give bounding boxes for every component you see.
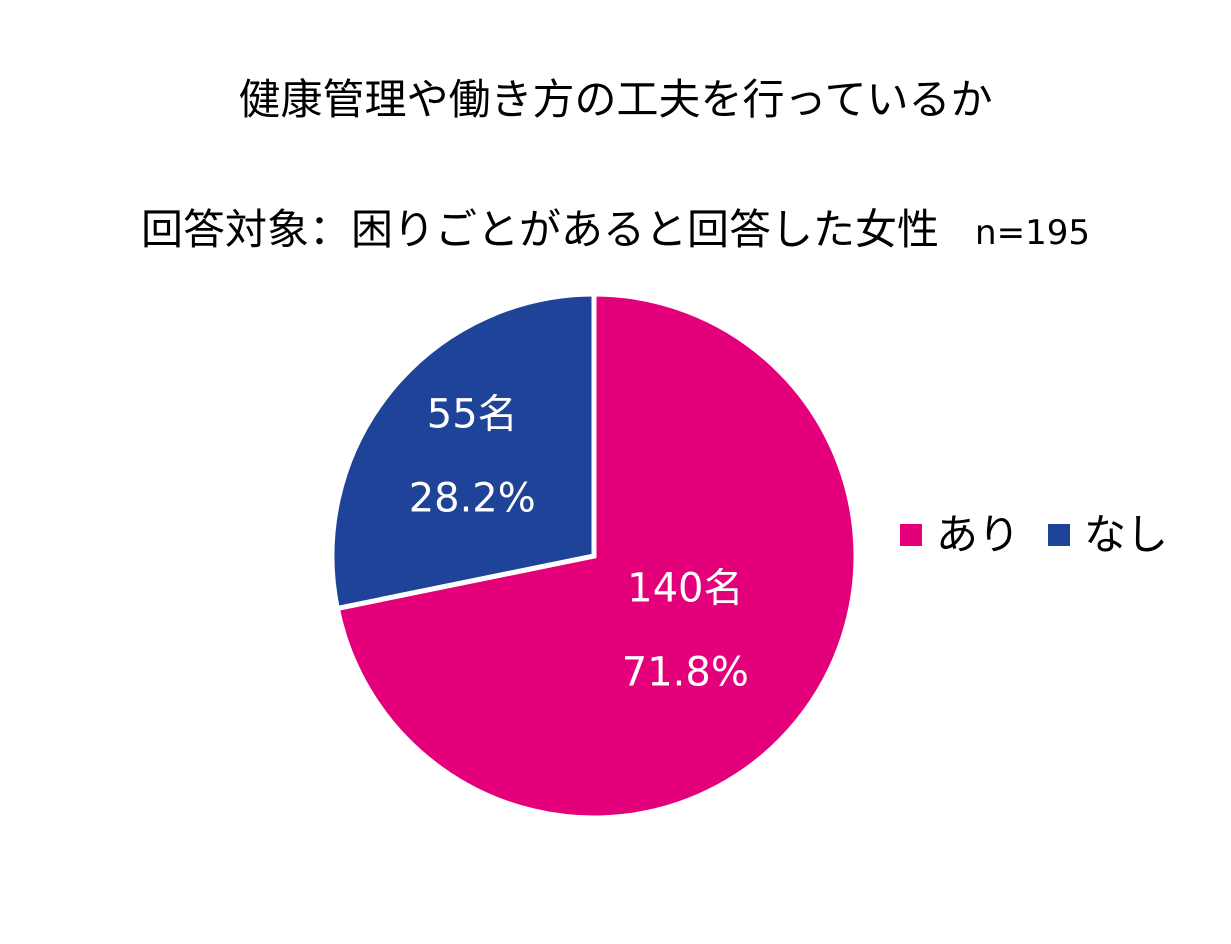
legend-swatch-nashi [1048,524,1071,546]
sample-size-label: n=195 [975,213,1090,253]
legend-label-ari: あり [936,510,1021,559]
data-label-percent-ari: 71.8% [622,650,749,696]
legend-item-ari: あり [900,505,1020,565]
subtitle-text: 回答対象：困りごとがあると回答した女性 [141,205,940,254]
legend-item-nashi: なし [1048,505,1168,565]
data-label-count-nashi: 55名 [427,392,518,438]
chart-legend: あり なし [900,505,1168,565]
legend-label-nashi: なし [1084,510,1169,559]
legend-swatch-ari [900,524,922,546]
chart-title: 健康管理や働き方の工夫を行っているか [238,75,993,124]
pie-slice-nashi [329,291,597,612]
data-label-percent-nashi: 28.2% [409,476,536,522]
chart-subtitle: 回答対象：困りごとがあると回答した女性 n=195 [0,200,1231,263]
pie-slice-ari [334,291,859,821]
data-label-count-ari: 140名 [627,566,743,612]
